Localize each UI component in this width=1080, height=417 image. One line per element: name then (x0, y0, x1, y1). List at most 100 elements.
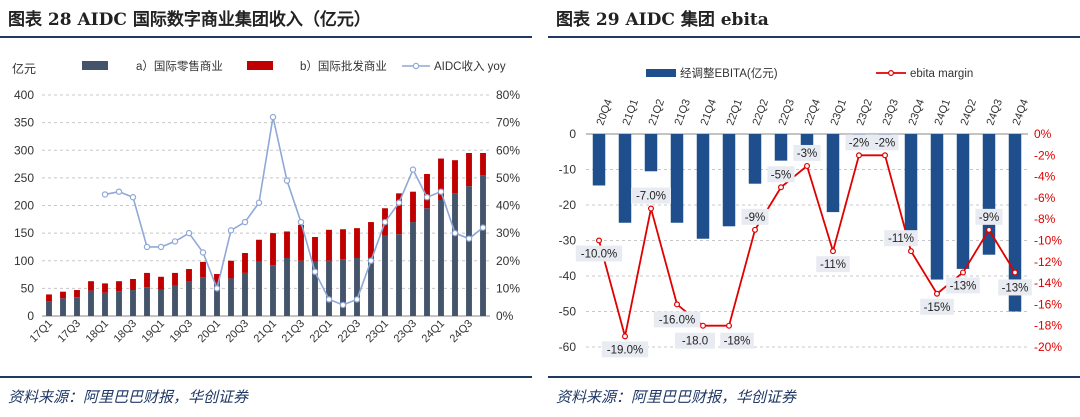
legend-label-ebita: 经调整EBITA(亿元) (680, 66, 778, 80)
margin-point (908, 248, 915, 255)
y2-tick-label: -12% (1034, 255, 1062, 269)
bar-wholesale (158, 276, 164, 290)
bar-retail (438, 199, 444, 316)
margin-data-label-bg (575, 245, 623, 262)
bar-retail (424, 208, 430, 316)
bar-wholesale (200, 261, 206, 278)
yoy-point (269, 113, 277, 121)
margin-data-label-bg (601, 341, 649, 358)
x-tick-label: 23Q3 (881, 98, 901, 127)
y2-tick-label: 50% (496, 171, 520, 185)
margin-data-label-bg (871, 134, 899, 151)
margin-data-label-bg (675, 332, 715, 349)
bar-wholesale (396, 193, 402, 235)
x-tick-label: 22Q3 (336, 318, 364, 346)
title-divider (548, 36, 1080, 38)
margin-data-label: -2% (875, 137, 895, 149)
bar-retail (354, 257, 360, 316)
y-tick-label: 350 (14, 116, 34, 130)
bar-wholesale (284, 231, 290, 258)
bar-retail (46, 301, 52, 316)
x-tick-label: 22Q2 (751, 98, 771, 127)
bar-wholesale (186, 269, 192, 282)
yoy-point (479, 224, 487, 231)
bar-retail (326, 260, 332, 316)
bar-ebita (644, 134, 658, 172)
yoy-point (409, 166, 417, 173)
margin-data-label: -9% (979, 212, 999, 224)
yoy-point (129, 194, 137, 201)
bar-retail (396, 234, 402, 316)
x-tick-label: 19Q1 (140, 318, 168, 346)
bar-retail (130, 290, 136, 316)
bar-wholesale (354, 228, 360, 258)
revenue-chart: 0 50 100 150 200 250 300 350 400 0% 10% 20% 30% 40% 50… (12, 59, 520, 346)
bar-wholesale (424, 174, 430, 209)
y-tick-label: 0 (27, 309, 34, 323)
y2-tick-label: 60% (496, 143, 520, 157)
legend-label-wholesale: b）国际批发商业 (300, 59, 387, 73)
bar-retail (242, 272, 248, 316)
yoy-point (143, 243, 151, 251)
bar-ebita (618, 134, 632, 223)
y-tick-label: 50 (21, 281, 35, 295)
yoy-point (297, 218, 305, 226)
bar-ebita (774, 134, 788, 161)
bar-wholesale (214, 274, 220, 283)
legend-swatch-ebita (646, 69, 676, 77)
x-tick-label: 24Q2 (959, 98, 979, 127)
y2-tick-label: 40% (496, 199, 520, 213)
yoy-point (255, 199, 263, 206)
bar-wholesale (480, 153, 486, 176)
margin-point (673, 301, 680, 308)
legend-marker-margin (888, 69, 895, 76)
y-tick-label: 300 (14, 143, 34, 157)
legend-swatch-wholesale (247, 61, 273, 70)
margin-point (595, 237, 602, 244)
bar-retail (298, 260, 304, 316)
yoy-point (423, 194, 431, 201)
margin-point (882, 152, 889, 159)
bar-retail (144, 287, 150, 316)
margin-data-label: -5% (771, 169, 791, 181)
chart-source: 资料来源：阿里巴巴财报，华创证券 (556, 388, 797, 406)
legend-label-retail: a）国际零售商业 (136, 59, 223, 73)
bar-wholesale (368, 222, 374, 258)
x-tick-label: 20Q4 (595, 98, 615, 127)
bar-wholesale (410, 191, 416, 223)
x-tick-label: 24Q4 (1011, 98, 1031, 127)
x-tick-label: 18Q3 (112, 318, 140, 346)
bar-retail (228, 278, 234, 316)
y-tick-label: 100 (14, 254, 34, 268)
bar-ebita (722, 134, 736, 227)
bar-wholesale (466, 153, 472, 187)
margin-data-label-bg (975, 208, 1003, 225)
margin-data-label-bg (884, 230, 918, 247)
bar-retail (186, 281, 192, 316)
bar-retail (172, 285, 178, 316)
x-tick-label: 24Q3 (985, 98, 1005, 127)
x-tick-label: 19Q3 (168, 318, 196, 346)
margin-data-label: -10.0% (581, 249, 617, 261)
yoy-point (101, 191, 109, 198)
margin-point (647, 205, 654, 212)
yoy-point (115, 188, 123, 195)
bar-wholesale (130, 278, 136, 291)
bar-ebita (826, 134, 840, 213)
x-tick-label: 21Q3 (280, 318, 308, 346)
margin-data-label-bg (816, 256, 850, 273)
margin-data-label: -15% (924, 302, 951, 314)
margin-data-label: -7.0% (636, 191, 666, 203)
margin-point (986, 226, 993, 233)
bar-retail (116, 291, 122, 316)
margin-data-label-bg (741, 208, 769, 225)
bar-retail (158, 289, 164, 316)
bar-wholesale (144, 272, 150, 288)
margin-point (778, 184, 785, 191)
y2-tick-label: -4% (1034, 170, 1056, 184)
y-tick-label: 150 (14, 226, 34, 240)
bar-retail (382, 235, 388, 316)
x-tick-label: 21Q3 (673, 98, 693, 127)
legend-swatch-retail (82, 61, 108, 70)
bar-retail (312, 261, 318, 316)
